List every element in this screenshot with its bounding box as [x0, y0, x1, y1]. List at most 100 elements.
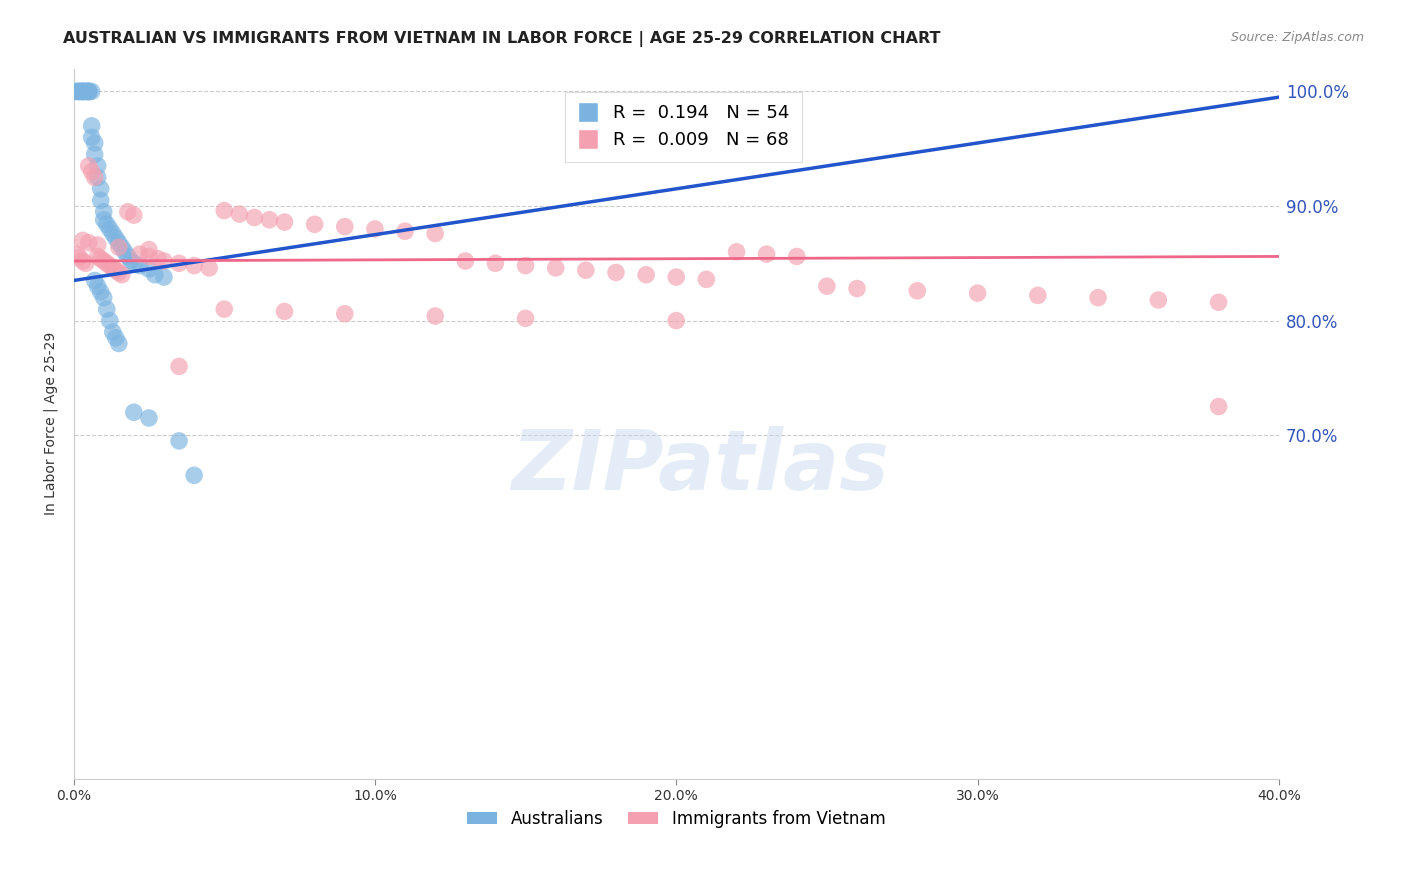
Point [83, 136, 105, 150]
Point [98, 259, 121, 273]
Point [153, 254, 176, 268]
Point [966, 286, 988, 301]
Point [575, 263, 598, 277]
Point [69, 85, 91, 99]
Point [273, 304, 295, 318]
Point [846, 281, 869, 295]
Point [138, 262, 160, 277]
Point [515, 259, 537, 273]
Point [65, 85, 87, 99]
Point [1087, 291, 1109, 305]
Point [122, 405, 145, 419]
Point [86, 170, 108, 185]
Point [122, 208, 145, 222]
Point [636, 268, 658, 282]
Point [138, 249, 160, 263]
Point [544, 260, 567, 275]
Point [755, 247, 778, 261]
Point [107, 265, 129, 279]
Point [86, 249, 108, 263]
Point [725, 244, 748, 259]
Point [605, 265, 627, 279]
Point [228, 207, 250, 221]
Point [80, 130, 103, 145]
Point [138, 411, 160, 425]
Point [98, 222, 121, 236]
Point [90, 182, 112, 196]
Point [72, 85, 94, 99]
Point [167, 434, 190, 448]
Point [146, 252, 169, 266]
Point [167, 359, 190, 374]
Point [128, 247, 150, 261]
Point [665, 313, 688, 327]
Point [69, 85, 91, 99]
Legend: Australians, Immigrants from Vietnam: Australians, Immigrants from Vietnam [461, 803, 891, 835]
Point [83, 273, 105, 287]
Point [515, 311, 537, 326]
Point [72, 85, 94, 99]
Y-axis label: In Labor Force | Age 25-29: In Labor Force | Age 25-29 [44, 332, 58, 516]
Point [905, 284, 928, 298]
Point [1147, 293, 1170, 307]
Point [167, 256, 190, 270]
Point [364, 222, 387, 236]
Point [96, 218, 118, 232]
Point [425, 227, 447, 241]
Point [786, 249, 808, 263]
Point [77, 159, 100, 173]
Point [65, 85, 87, 99]
Text: Source: ZipAtlas.com: Source: ZipAtlas.com [1230, 31, 1364, 45]
Point [93, 291, 115, 305]
Point [107, 336, 129, 351]
Point [120, 254, 142, 268]
Text: ZIPatlas: ZIPatlas [512, 425, 889, 507]
Point [83, 147, 105, 161]
Point [104, 263, 127, 277]
Point [111, 268, 134, 282]
Point [93, 204, 115, 219]
Point [665, 270, 688, 285]
Point [104, 331, 127, 345]
Point [333, 219, 356, 234]
Point [75, 85, 97, 99]
Point [69, 85, 91, 99]
Point [93, 212, 115, 227]
Point [77, 85, 100, 99]
Point [695, 272, 717, 286]
Point [77, 85, 100, 99]
Point [425, 309, 447, 323]
Point [90, 285, 112, 299]
Point [96, 256, 118, 270]
Point [83, 170, 105, 185]
Point [96, 302, 118, 317]
Point [143, 268, 166, 282]
Point [77, 85, 100, 99]
Point [80, 164, 103, 178]
Point [138, 243, 160, 257]
Point [107, 240, 129, 254]
Point [183, 259, 205, 273]
Point [111, 240, 134, 254]
Point [1208, 295, 1230, 310]
Point [90, 194, 112, 208]
Point [212, 203, 235, 218]
Point [212, 302, 235, 317]
Point [243, 211, 266, 225]
Point [815, 279, 838, 293]
Point [122, 256, 145, 270]
Point [128, 259, 150, 273]
Point [72, 85, 94, 99]
Point [114, 244, 136, 259]
Point [72, 85, 94, 99]
Point [1026, 288, 1049, 302]
Point [90, 252, 112, 266]
Point [394, 224, 416, 238]
Point [93, 254, 115, 268]
Point [117, 204, 139, 219]
Point [80, 85, 103, 99]
Point [75, 85, 97, 99]
Point [80, 119, 103, 133]
Point [153, 270, 176, 285]
Point [107, 235, 129, 250]
